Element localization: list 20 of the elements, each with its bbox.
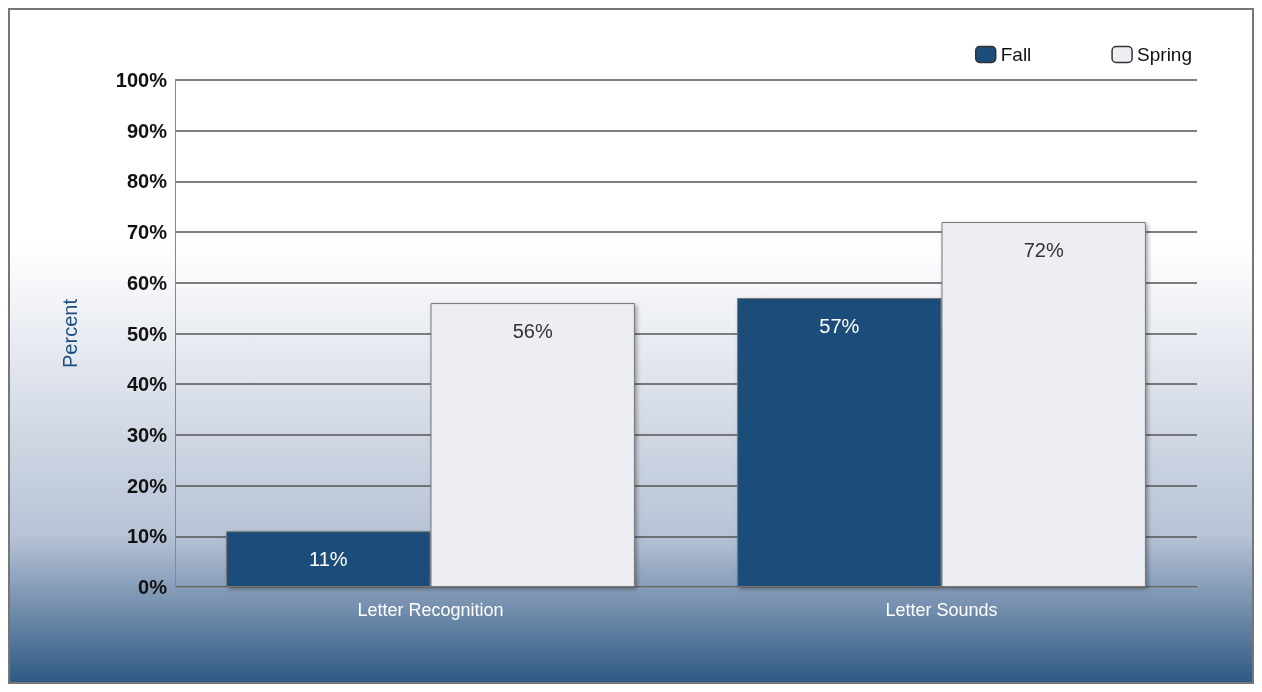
y-tick-label: 70% (126, 221, 168, 244)
legend-label: Fall (1000, 44, 1032, 65)
y-tick-label: 30% (126, 423, 168, 446)
x-tick-label: Letter Sounds (885, 600, 998, 620)
y-tick-label: 50% (126, 322, 168, 345)
y-tick-label: 0% (138, 576, 168, 598)
y-tick-label: 90% (126, 119, 168, 142)
legend-label: Spring (1137, 44, 1192, 65)
data-label: 72% (1023, 238, 1064, 261)
y-axis-title: Percent (59, 298, 81, 368)
y-tick-label: 80% (126, 170, 168, 193)
data-label: 57% (819, 315, 860, 338)
y-tick-label: 100% (115, 69, 168, 91)
y-tick-label: 40% (126, 373, 168, 396)
data-label: 56% (512, 320, 553, 343)
y-tick-label: 20% (126, 474, 168, 497)
y-tick-label: 10% (126, 525, 168, 548)
x-tick-label: Letter Recognition (357, 600, 504, 620)
data-label: 11% (309, 548, 348, 571)
y-tick-label: 60% (126, 271, 168, 294)
